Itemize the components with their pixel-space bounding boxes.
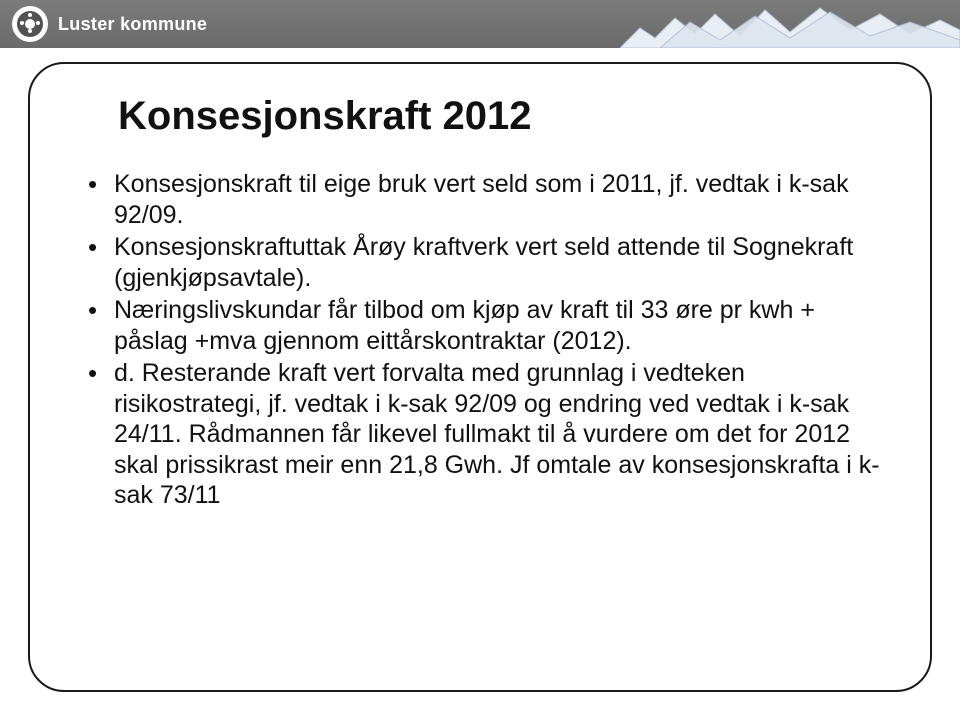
list-item: Konsesjonskraftuttak Årøy kraftverk vert…	[84, 232, 882, 293]
list-item: Konsesjonskraft til eige bruk vert seld …	[84, 169, 882, 230]
logo-area: Luster kommune	[12, 6, 207, 42]
list-item: Næringslivskundar får tilbod om kjøp av …	[84, 295, 882, 356]
list-item: d. Resterande kraft vert forvalta med gr…	[84, 358, 882, 511]
org-name: Luster kommune	[58, 14, 207, 35]
bullet-list: Konsesjonskraft til eige bruk vert seld …	[78, 169, 882, 511]
slide-title: Konsesjonskraft 2012	[78, 94, 882, 139]
municipality-logo-icon	[12, 6, 48, 42]
slide-frame: Konsesjonskraft 2012 Konsesjonskraft til…	[28, 62, 932, 692]
mountains-icon	[620, 0, 960, 48]
slide-header: Luster kommune	[0, 0, 960, 48]
